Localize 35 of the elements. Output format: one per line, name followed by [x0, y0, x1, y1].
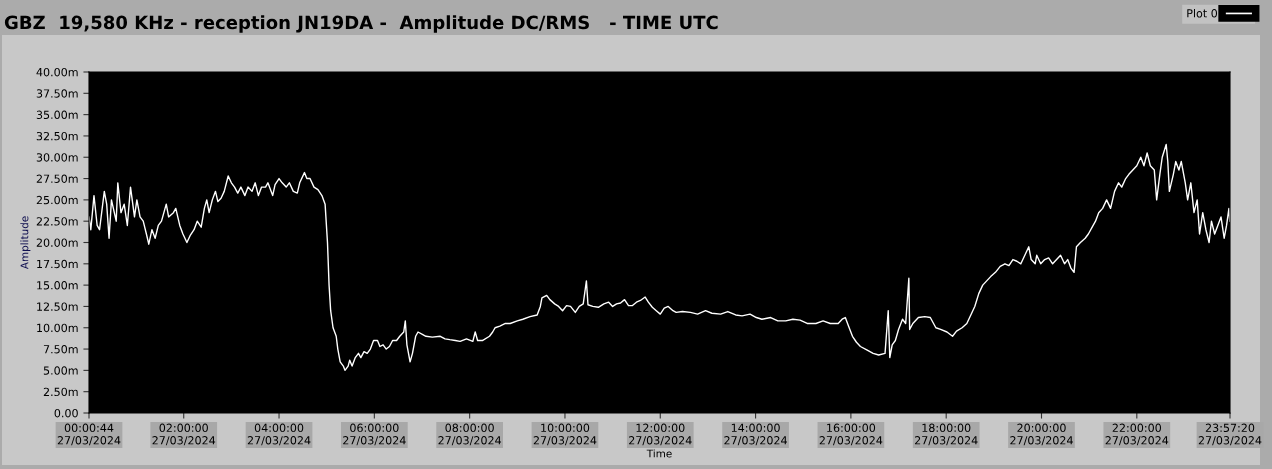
y-tick-label: 5.00m: [43, 366, 78, 375]
x-tick-label: 00:00:44 27/03/2024: [57, 423, 121, 446]
x-tick-label: 18:00:00 27/03/2024: [914, 423, 978, 446]
x-tick-label: 10:00:00 27/03/2024: [533, 423, 597, 446]
x-tick-label: 08:00:00 27/03/2024: [438, 423, 502, 446]
y-tick-label: 32.50m: [36, 131, 78, 141]
x-tick-label: 04:00:00 27/03/2024: [247, 423, 311, 446]
y-tick-label: 2.50m: [43, 387, 78, 397]
x-tick-label: 23:57:20 27/03/2024: [1198, 423, 1262, 446]
y-tick-label: 40.00m: [36, 67, 78, 77]
y-tick-label: 12.50m: [37, 302, 78, 311]
x-axis-title: Time: [646, 449, 672, 458]
legend-label: Plot 0: [1187, 8, 1218, 18]
y-tick-label: 17.50m: [37, 259, 78, 269]
x-tick-label: 16:00:00 27/03/2024: [819, 423, 883, 446]
x-tick-label: 06:00:00 27/03/2024: [343, 423, 406, 446]
x-tick-label: 02:00:00 27/03/2024: [152, 423, 216, 446]
chart-title: GBZ 19,580 KHz - reception JN19DA - Amplitude DC/RMS - TIME UTC: [4, 15, 718, 33]
y-tick-label: 0.00: [54, 408, 78, 418]
y-tick-label: 35.00m: [36, 110, 78, 119]
y-tick-label: 27.50m: [36, 174, 78, 183]
x-tick-label: 20:00:00 27/03/2024: [1010, 423, 1073, 446]
x-tick-label: 12:00:00 27/03/2024: [629, 423, 692, 446]
y-tick-label: 20.00m: [36, 238, 78, 247]
y-tick-label: 22.50m: [36, 217, 78, 226]
y-tick-label: 10.00m: [37, 323, 78, 333]
y-tick-label: 37.50m: [36, 89, 78, 98]
x-tick-label: 22:00:00 27/03/2024: [1105, 423, 1169, 446]
y-tick-label: 30.00m: [36, 153, 78, 162]
x-tick-label: 14:00:00 27/03/2024: [724, 423, 787, 446]
y-tick-label: 7.50m: [43, 345, 78, 354]
line-series: [89, 143, 1230, 372]
y-tick-label: 25.00m: [36, 195, 78, 205]
y-tick-label: 15.00m: [37, 281, 78, 290]
y-axis-title: Amplitude: [20, 216, 31, 270]
